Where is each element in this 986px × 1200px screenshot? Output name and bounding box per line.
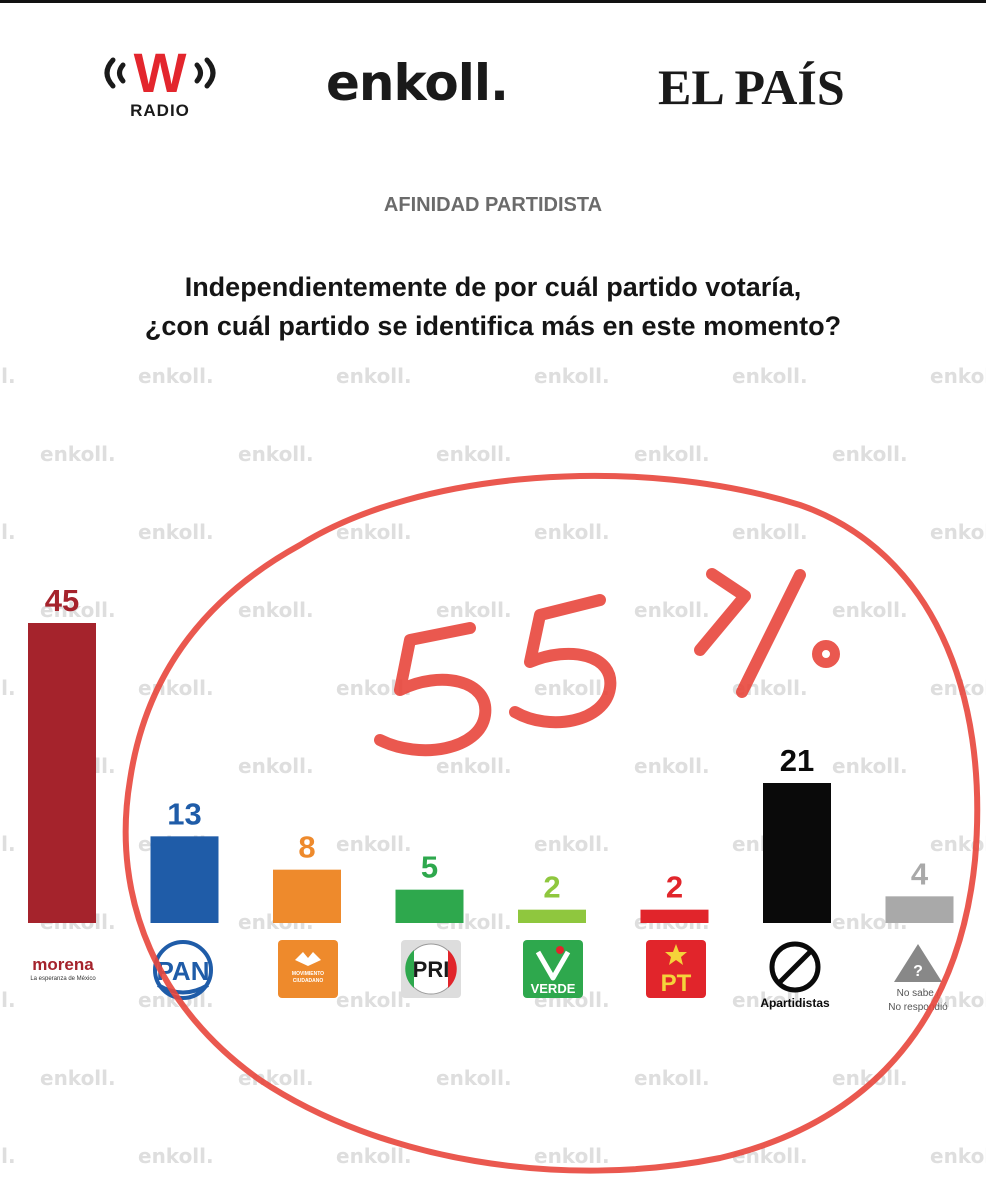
watermark-3: enkoll. [534, 364, 610, 388]
watermark-36: enkoll. [0, 832, 16, 856]
watermark-38: enkoll. [336, 832, 412, 856]
watermark-34: enkoll. [832, 754, 908, 778]
bar-pan [150, 836, 219, 923]
watermark-31: enkoll. [238, 754, 314, 778]
no-sabe-line2: No respondió [888, 1002, 948, 1013]
watermark-10: enkoll. [832, 442, 908, 466]
watermark-20: enkoll. [436, 598, 512, 622]
watermark-56: enkoll. [436, 1066, 512, 1090]
prohibited-icon [777, 949, 813, 985]
watermark-18: enkoll. [40, 598, 116, 622]
question-line-1: Independientemente de por cuál partido v… [184, 272, 802, 302]
watermark-15: enkoll. [534, 520, 610, 544]
watermark-2: enkoll. [336, 364, 412, 388]
top-border [0, 0, 986, 3]
handwritten-annotation [122, 472, 981, 1174]
apartidistas-logo: Apartidistas [760, 941, 830, 1010]
bars-layer [28, 623, 954, 923]
watermark-5: enkoll. [930, 364, 986, 388]
bar-verde [518, 909, 586, 923]
value-labels-layer: 45 13 8 5 2 2 21 4 [45, 583, 929, 905]
bar-no-sabe [885, 896, 954, 923]
w-radio-label: RADIO [130, 101, 190, 120]
enkoll-logo: enkoll. [326, 54, 509, 112]
morena-logo-tagline: La esperanza de México [30, 976, 96, 982]
pt-logo: PT [646, 940, 706, 998]
annotation-ellipse [122, 472, 981, 1174]
watermark-21: enkoll. [634, 598, 710, 622]
watermark-16: enkoll. [732, 520, 808, 544]
watermark-27: enkoll. [534, 676, 610, 700]
el-pais-logo: EL PAÍS [658, 59, 845, 115]
value-label-pan: 13 [167, 796, 201, 831]
watermark-24: enkoll. [0, 676, 16, 700]
watermark-57: enkoll. [634, 1066, 710, 1090]
w-radio-logo: W RADIO [104, 41, 216, 120]
pt-logo-text: PT [661, 970, 692, 997]
watermark-25: enkoll. [138, 676, 214, 700]
watermark-61: enkoll. [138, 1144, 214, 1168]
watermark-12: enkoll. [0, 520, 16, 544]
question: Independientemente de por cuál partido v… [0, 268, 986, 346]
watermark-8: enkoll. [436, 442, 512, 466]
watermark-54: enkoll. [40, 1066, 116, 1090]
w-radio-letter: W [134, 41, 187, 104]
verde-logo-text: VERDE [531, 981, 576, 996]
watermark-13: enkoll. [138, 520, 214, 544]
watermark-9: enkoll. [634, 442, 710, 466]
value-label-morena: 45 [45, 583, 79, 618]
watermark-7: enkoll. [238, 442, 314, 466]
mc-logo-line1: MOVIMIENTO [292, 971, 324, 977]
svg-text:?: ? [913, 963, 923, 980]
morena-logo: morena La esperanza de México [26, 937, 102, 1005]
watermark-0: enkoll. [0, 364, 16, 388]
watermark-19: enkoll. [238, 598, 314, 622]
verde-logo: VERDE [523, 940, 583, 998]
morena-logo-name: morena [32, 955, 94, 974]
watermark-64: enkoll. [732, 1144, 808, 1168]
bar-morena [28, 623, 96, 923]
watermark-39: enkoll. [534, 832, 610, 856]
watermark-17: enkoll. [930, 520, 986, 544]
pri-logo-text: PRI [413, 957, 450, 982]
watermark-65: enkoll. [930, 1144, 986, 1168]
watermark-14: enkoll. [336, 520, 412, 544]
bar-mc [273, 869, 341, 923]
watermark-33: enkoll. [634, 754, 710, 778]
watermark-63: enkoll. [534, 1144, 610, 1168]
value-label-apartidistas: 21 [780, 743, 814, 778]
bar-apartidistas [763, 783, 831, 923]
kicker: AFINIDAD PARTIDISTA [383, 194, 603, 216]
value-label-mc: 8 [298, 830, 315, 865]
watermark-48: enkoll. [0, 988, 16, 1012]
watermark-1: enkoll. [138, 364, 214, 388]
question-triangle-icon [894, 944, 942, 982]
watermark-6: enkoll. [40, 442, 116, 466]
watermark-32: enkoll. [436, 754, 512, 778]
watermark-4: enkoll. [732, 364, 808, 388]
watermark-50: enkoll. [336, 988, 412, 1012]
value-label-pri: 5 [421, 850, 438, 885]
watermark-60: enkoll. [0, 1144, 16, 1168]
question-line-2: ¿con cuál partido se identifica más en e… [144, 311, 842, 341]
mc-logo: MOVIMIENTO CIUDADANO [278, 940, 338, 998]
bar-pt [640, 909, 709, 923]
bar-pri [395, 889, 464, 923]
pri-logo: PRI [401, 940, 461, 998]
annotation-55-percent [374, 568, 840, 757]
mc-logo-line2: CIUDADANO [293, 978, 324, 984]
watermark-62: enkoll. [336, 1144, 412, 1168]
value-label-pt: 2 [666, 870, 683, 905]
apartidistas-label: Apartidistas [760, 996, 830, 1010]
value-label-no-sabe: 4 [911, 856, 929, 891]
value-label-verde: 2 [543, 870, 560, 905]
no-sabe-logo: ? No sabe / No respondió [888, 944, 948, 1013]
watermark-22: enkoll. [832, 598, 908, 622]
no-sabe-line1: No sabe / [897, 988, 940, 999]
